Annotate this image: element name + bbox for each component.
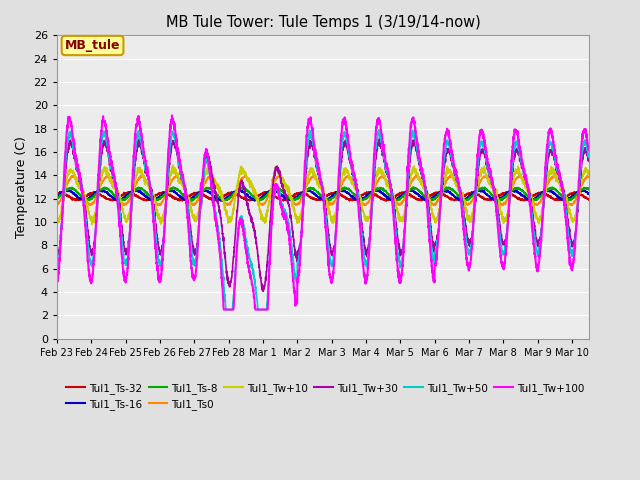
Tul1_Ts-16 bbox=[575, 188, 583, 193]
Tul1_Ts0 bbox=[518, 174, 525, 180]
Tul1_Tw+10 bbox=[257, 214, 265, 220]
Tul1_Ts-32 bbox=[332, 189, 339, 194]
Tul1_Tw+100 bbox=[575, 178, 583, 184]
Tul1_Tw+10 bbox=[575, 192, 583, 198]
Tul1_Ts-16 bbox=[218, 198, 226, 204]
Tul1_Tw+30 bbox=[257, 278, 265, 284]
Tul1_Tw+30 bbox=[114, 192, 122, 198]
Title: MB Tule Tower: Tule Temps 1 (3/19/14-now): MB Tule Tower: Tule Temps 1 (3/19/14-now… bbox=[166, 15, 481, 30]
Tul1_Ts-32 bbox=[257, 192, 265, 197]
Tul1_Ts-32 bbox=[518, 196, 525, 202]
Line: Tul1_Ts-16: Tul1_Ts-16 bbox=[57, 189, 589, 201]
Line: Tul1_Ts-8: Tul1_Ts-8 bbox=[57, 187, 589, 201]
Tul1_Ts0 bbox=[145, 184, 153, 190]
Tul1_Ts0 bbox=[280, 179, 288, 184]
Tul1_Tw+30 bbox=[585, 157, 593, 163]
Tul1_Ts-16 bbox=[440, 186, 448, 192]
Line: Tul1_Tw+30: Tul1_Tw+30 bbox=[57, 138, 589, 291]
Tul1_Tw+30 bbox=[280, 191, 288, 196]
Tul1_Ts0 bbox=[120, 203, 128, 208]
Tul1_Ts-8 bbox=[575, 189, 583, 195]
Legend: Tul1_Ts-32, Tul1_Ts-16, Tul1_Ts-8, Tul1_Ts0, Tul1_Tw+10, Tul1_Tw+30, Tul1_Tw+50,: Tul1_Ts-32, Tul1_Ts-16, Tul1_Ts-8, Tul1_… bbox=[62, 379, 589, 414]
Line: Tul1_Ts0: Tul1_Ts0 bbox=[57, 175, 589, 205]
Tul1_Tw+100 bbox=[518, 158, 525, 164]
Tul1_Tw+50 bbox=[575, 184, 583, 190]
Tul1_Tw+10 bbox=[88, 221, 95, 227]
Tul1_Ts-8 bbox=[257, 197, 265, 203]
Tul1_Ts0 bbox=[53, 201, 61, 207]
Tul1_Ts-32 bbox=[53, 191, 61, 196]
Tul1_Ts-16 bbox=[114, 196, 122, 202]
Line: Tul1_Tw+100: Tul1_Tw+100 bbox=[57, 115, 589, 310]
Tul1_Ts-8 bbox=[280, 190, 288, 195]
Tul1_Ts0 bbox=[575, 189, 583, 194]
Tul1_Ts-16 bbox=[53, 194, 61, 200]
Tul1_Ts0 bbox=[257, 202, 265, 207]
Tul1_Ts-8 bbox=[442, 184, 450, 190]
Tul1_Tw+50 bbox=[257, 307, 265, 312]
Text: MB_tule: MB_tule bbox=[65, 39, 120, 52]
Tul1_Tw+100 bbox=[168, 112, 176, 118]
Tul1_Tw+50 bbox=[375, 127, 383, 133]
Tul1_Tw+50 bbox=[280, 210, 288, 216]
Tul1_Ts-16 bbox=[257, 195, 265, 201]
Tul1_Tw+30 bbox=[376, 135, 384, 141]
Tul1_Ts-16 bbox=[518, 192, 525, 197]
Y-axis label: Temperature (C): Temperature (C) bbox=[15, 136, 28, 238]
Tul1_Tw+50 bbox=[222, 307, 230, 312]
Tul1_Tw+100 bbox=[145, 176, 153, 181]
Tul1_Ts-8 bbox=[518, 188, 525, 193]
Tul1_Tw+10 bbox=[114, 189, 122, 195]
Tul1_Ts-8 bbox=[585, 186, 593, 192]
Tul1_Ts-8 bbox=[145, 192, 153, 198]
Tul1_Tw+30 bbox=[53, 249, 61, 255]
Tul1_Tw+10 bbox=[518, 176, 525, 181]
Tul1_Ts-8 bbox=[53, 197, 61, 203]
Tul1_Tw+100 bbox=[114, 201, 122, 206]
Tul1_Ts0 bbox=[379, 172, 387, 178]
Tul1_Ts-16 bbox=[280, 195, 288, 201]
Tul1_Tw+100 bbox=[220, 307, 228, 312]
Tul1_Tw+50 bbox=[518, 162, 525, 168]
Line: Tul1_Tw+10: Tul1_Tw+10 bbox=[57, 165, 589, 224]
Tul1_Tw+100 bbox=[585, 147, 593, 153]
Tul1_Tw+10 bbox=[169, 162, 177, 168]
Tul1_Tw+50 bbox=[585, 154, 593, 159]
Tul1_Tw+30 bbox=[518, 165, 525, 171]
Tul1_Ts-32 bbox=[585, 197, 593, 203]
Tul1_Tw+30 bbox=[259, 288, 267, 294]
Tul1_Tw+100 bbox=[257, 307, 265, 312]
Tul1_Tw+30 bbox=[575, 190, 583, 196]
Tul1_Tw+30 bbox=[145, 177, 153, 183]
Tul1_Tw+100 bbox=[280, 216, 288, 222]
Tul1_Ts-32 bbox=[210, 198, 218, 204]
Tul1_Tw+10 bbox=[585, 169, 593, 175]
Tul1_Tw+10 bbox=[53, 216, 61, 222]
Tul1_Ts0 bbox=[585, 173, 593, 179]
Tul1_Tw+50 bbox=[114, 195, 122, 201]
Tul1_Ts-8 bbox=[255, 198, 262, 204]
Tul1_Ts-32 bbox=[575, 192, 583, 197]
Tul1_Ts-32 bbox=[114, 195, 122, 201]
Tul1_Ts-32 bbox=[145, 197, 153, 203]
Line: Tul1_Ts-32: Tul1_Ts-32 bbox=[57, 192, 589, 201]
Tul1_Tw+10 bbox=[280, 181, 288, 187]
Line: Tul1_Tw+50: Tul1_Tw+50 bbox=[57, 130, 589, 310]
Tul1_Ts-32 bbox=[280, 196, 288, 202]
Tul1_Ts-8 bbox=[114, 194, 122, 200]
Tul1_Ts-16 bbox=[145, 195, 153, 201]
Tul1_Tw+100 bbox=[53, 277, 61, 283]
Tul1_Ts0 bbox=[114, 192, 122, 198]
Tul1_Ts-16 bbox=[585, 190, 593, 196]
Tul1_Tw+10 bbox=[145, 182, 153, 188]
Tul1_Tw+50 bbox=[53, 261, 61, 266]
Tul1_Tw+50 bbox=[145, 177, 153, 182]
